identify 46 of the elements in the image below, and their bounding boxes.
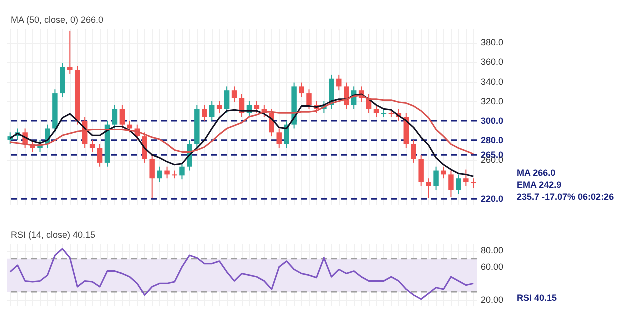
candlestick (209, 100, 215, 122)
y-tick-label: 380.0 (481, 38, 504, 48)
candlestick (448, 170, 454, 198)
text: 235.7 -17.07% 06:02:26 (517, 192, 614, 202)
candlestick (434, 166, 439, 191)
candlestick (120, 104, 126, 130)
y-tick-label: 340.0 (481, 76, 504, 87)
candlestick (336, 74, 342, 92)
y-tick-label: 80.00 (481, 246, 504, 256)
candlestick (299, 82, 304, 98)
candlestick (426, 178, 432, 199)
ref-line-label: 220.0 (481, 194, 504, 204)
text: RSI (14, close) 40.15 (11, 230, 96, 240)
candlestick (180, 162, 185, 180)
candlestick (471, 178, 476, 189)
candlestick (112, 104, 118, 130)
ref-line-label: 280.0 (481, 135, 504, 146)
candlestick (202, 104, 208, 122)
candlestick (157, 166, 162, 184)
candlestick (456, 174, 462, 195)
candlestick (232, 86, 238, 103)
candlestick (418, 154, 424, 187)
text: EMA 242.9 (517, 180, 562, 190)
candlestick (464, 169, 469, 187)
text: RSI 40.15 (517, 293, 558, 303)
line-series (10, 248, 474, 300)
candlestick (276, 128, 282, 149)
candlestick (306, 89, 312, 110)
candlestick (90, 140, 96, 153)
candlestick (150, 154, 155, 199)
y-tick-label: 20.00 (481, 295, 504, 306)
candlestick (142, 132, 148, 164)
candlestick (284, 120, 290, 149)
candlestick (441, 166, 446, 180)
ref-line-label: 300.0 (481, 116, 504, 126)
text: MA (50, close, 0) 266.0 (11, 15, 104, 25)
y-tick-label: 320.0 (481, 96, 504, 106)
candlestick (411, 140, 416, 164)
candlestick (68, 30, 73, 74)
candlestick (374, 104, 380, 118)
y-tick-label: 360.0 (481, 57, 504, 68)
y-tick-label: 60.00 (481, 262, 504, 272)
candlestick (224, 86, 230, 114)
text: MA 266.0 (517, 168, 556, 178)
candlestick (97, 144, 103, 168)
candlestick (164, 166, 170, 180)
